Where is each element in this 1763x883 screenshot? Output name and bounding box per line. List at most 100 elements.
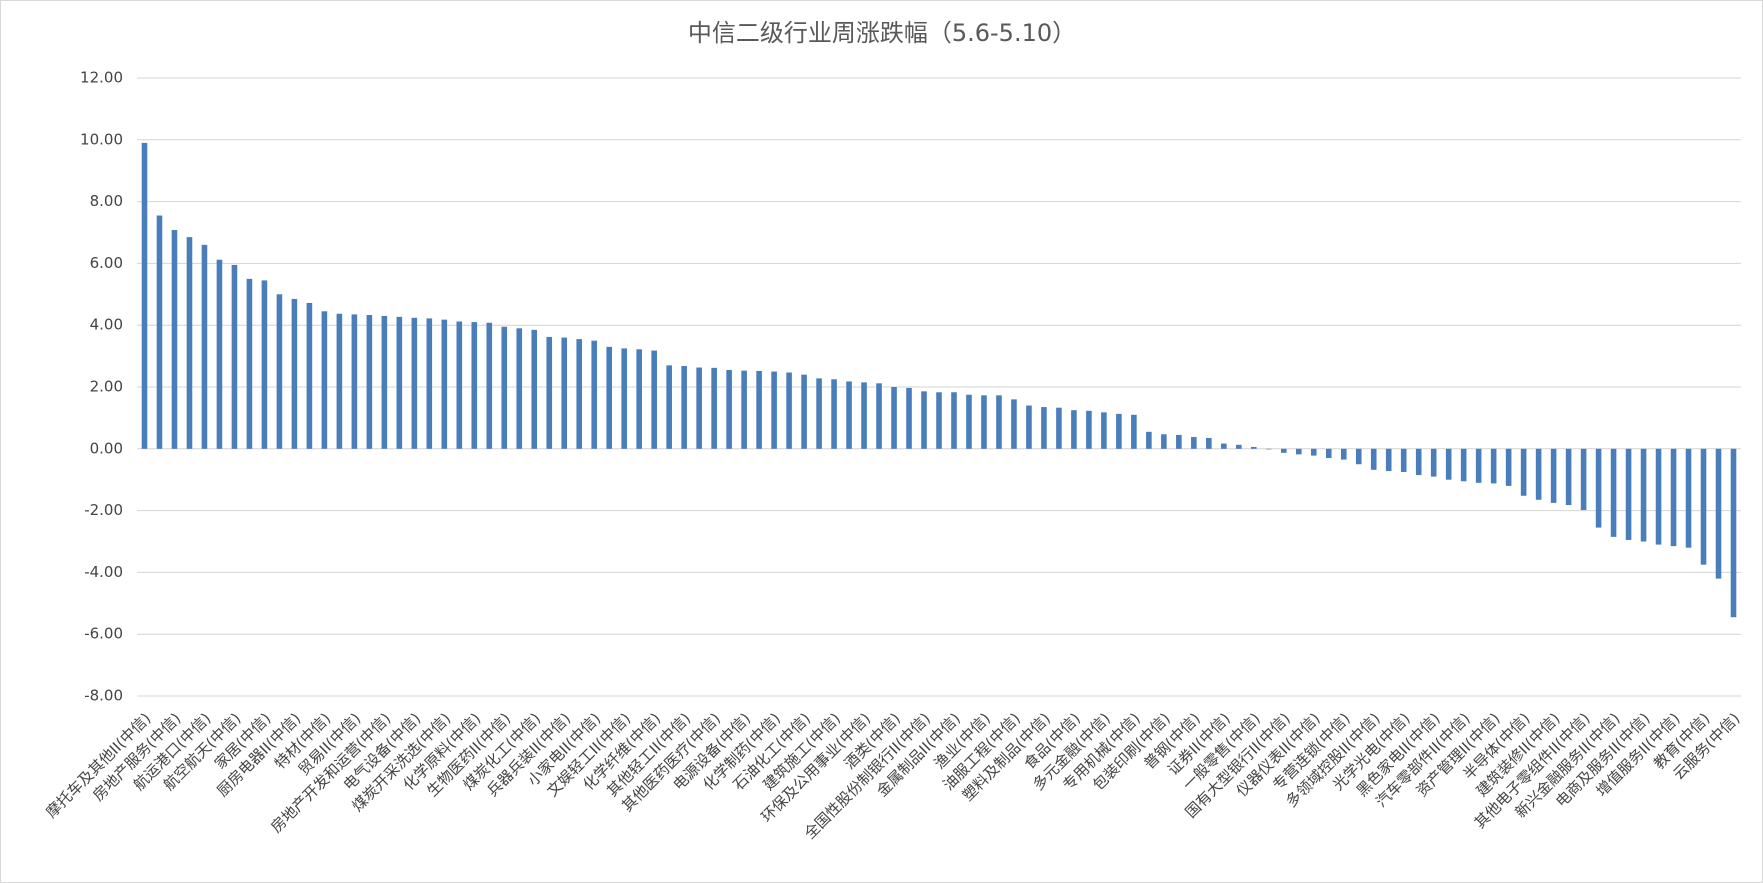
bar xyxy=(696,367,702,449)
bar xyxy=(561,337,568,449)
bar xyxy=(1565,448,1572,506)
bar xyxy=(1161,434,1167,449)
bar xyxy=(1505,448,1512,486)
bar xyxy=(801,374,807,449)
bar xyxy=(1295,448,1302,455)
y-tick-label: 10.00 xyxy=(80,130,123,148)
bar xyxy=(1595,448,1602,528)
bar xyxy=(1310,448,1317,456)
bar xyxy=(1056,407,1062,449)
bar xyxy=(981,395,987,449)
bar xyxy=(1520,448,1527,496)
bar xyxy=(1655,448,1662,545)
bar xyxy=(501,326,508,449)
bar xyxy=(366,315,373,449)
bar xyxy=(726,370,732,449)
bar xyxy=(666,365,672,449)
bar xyxy=(846,381,852,449)
bar xyxy=(261,280,268,449)
bar xyxy=(1715,448,1722,579)
y-tick-label: -2.00 xyxy=(84,501,123,519)
bar xyxy=(576,339,583,449)
bar xyxy=(396,316,403,449)
bar xyxy=(966,394,972,449)
bar xyxy=(1445,448,1452,480)
bar xyxy=(1191,437,1197,449)
bar xyxy=(1131,414,1137,449)
bar xyxy=(1460,448,1467,482)
bar xyxy=(1101,412,1107,449)
bar xyxy=(216,259,223,449)
bar xyxy=(1206,437,1212,449)
bar xyxy=(411,317,418,449)
bar xyxy=(1670,448,1677,547)
y-tick-label: 4.00 xyxy=(90,316,123,334)
bar xyxy=(1700,448,1707,565)
bar xyxy=(861,382,867,449)
bar xyxy=(246,278,253,449)
bar xyxy=(306,302,313,449)
bar xyxy=(936,392,942,449)
bar xyxy=(906,387,912,449)
bar xyxy=(1146,431,1152,449)
y-tick-label: 2.00 xyxy=(90,378,123,396)
bar xyxy=(591,340,598,449)
bar xyxy=(1430,448,1437,477)
bar xyxy=(1415,448,1422,476)
bar xyxy=(546,336,553,449)
y-tick-label: -4.00 xyxy=(84,563,123,581)
bar xyxy=(1071,410,1077,449)
bar xyxy=(1610,448,1617,537)
y-tick-label: -8.00 xyxy=(84,687,123,705)
bar xyxy=(1041,407,1047,449)
bar xyxy=(336,313,343,449)
bar xyxy=(456,321,463,449)
bar xyxy=(1550,448,1557,503)
bar xyxy=(1625,448,1632,540)
bar xyxy=(1490,448,1497,484)
bar xyxy=(1340,448,1347,460)
bar xyxy=(1236,444,1242,449)
bar xyxy=(1400,448,1407,472)
bar xyxy=(1730,448,1737,618)
bar xyxy=(516,328,523,449)
bar xyxy=(291,298,298,449)
bar xyxy=(471,322,478,449)
bar xyxy=(1280,448,1287,453)
bar xyxy=(381,315,388,449)
bar xyxy=(1385,448,1392,472)
bar xyxy=(1325,448,1332,459)
y-tick-label: 0.00 xyxy=(90,439,123,457)
bar xyxy=(771,371,777,449)
bar xyxy=(921,391,927,449)
bar xyxy=(651,350,657,449)
bar xyxy=(1580,448,1587,510)
bar xyxy=(1251,446,1257,449)
bar xyxy=(1116,413,1122,449)
bar xyxy=(1475,448,1482,483)
bar xyxy=(1176,434,1182,449)
bar xyxy=(831,379,837,449)
bar xyxy=(636,349,642,449)
chart-title: 中信二级行业周涨跌幅（5.6-5.10） xyxy=(688,19,1076,47)
bar xyxy=(531,329,538,449)
bar xyxy=(1086,410,1092,449)
bar xyxy=(321,311,328,449)
bar xyxy=(201,244,208,449)
bar xyxy=(231,264,238,449)
y-tick-label: 12.00 xyxy=(80,69,123,87)
bar xyxy=(876,383,882,449)
bar xyxy=(441,319,448,449)
y-tick-label: 8.00 xyxy=(90,192,123,210)
bar xyxy=(141,142,148,449)
bar xyxy=(951,392,957,449)
bar xyxy=(156,215,163,449)
y-tick-label: 6.00 xyxy=(90,254,123,272)
y-tick-label: -6.00 xyxy=(84,625,123,643)
bar xyxy=(786,372,792,449)
bar xyxy=(1265,448,1272,450)
bar xyxy=(681,365,687,449)
bar xyxy=(351,314,358,449)
bar xyxy=(1221,443,1227,449)
